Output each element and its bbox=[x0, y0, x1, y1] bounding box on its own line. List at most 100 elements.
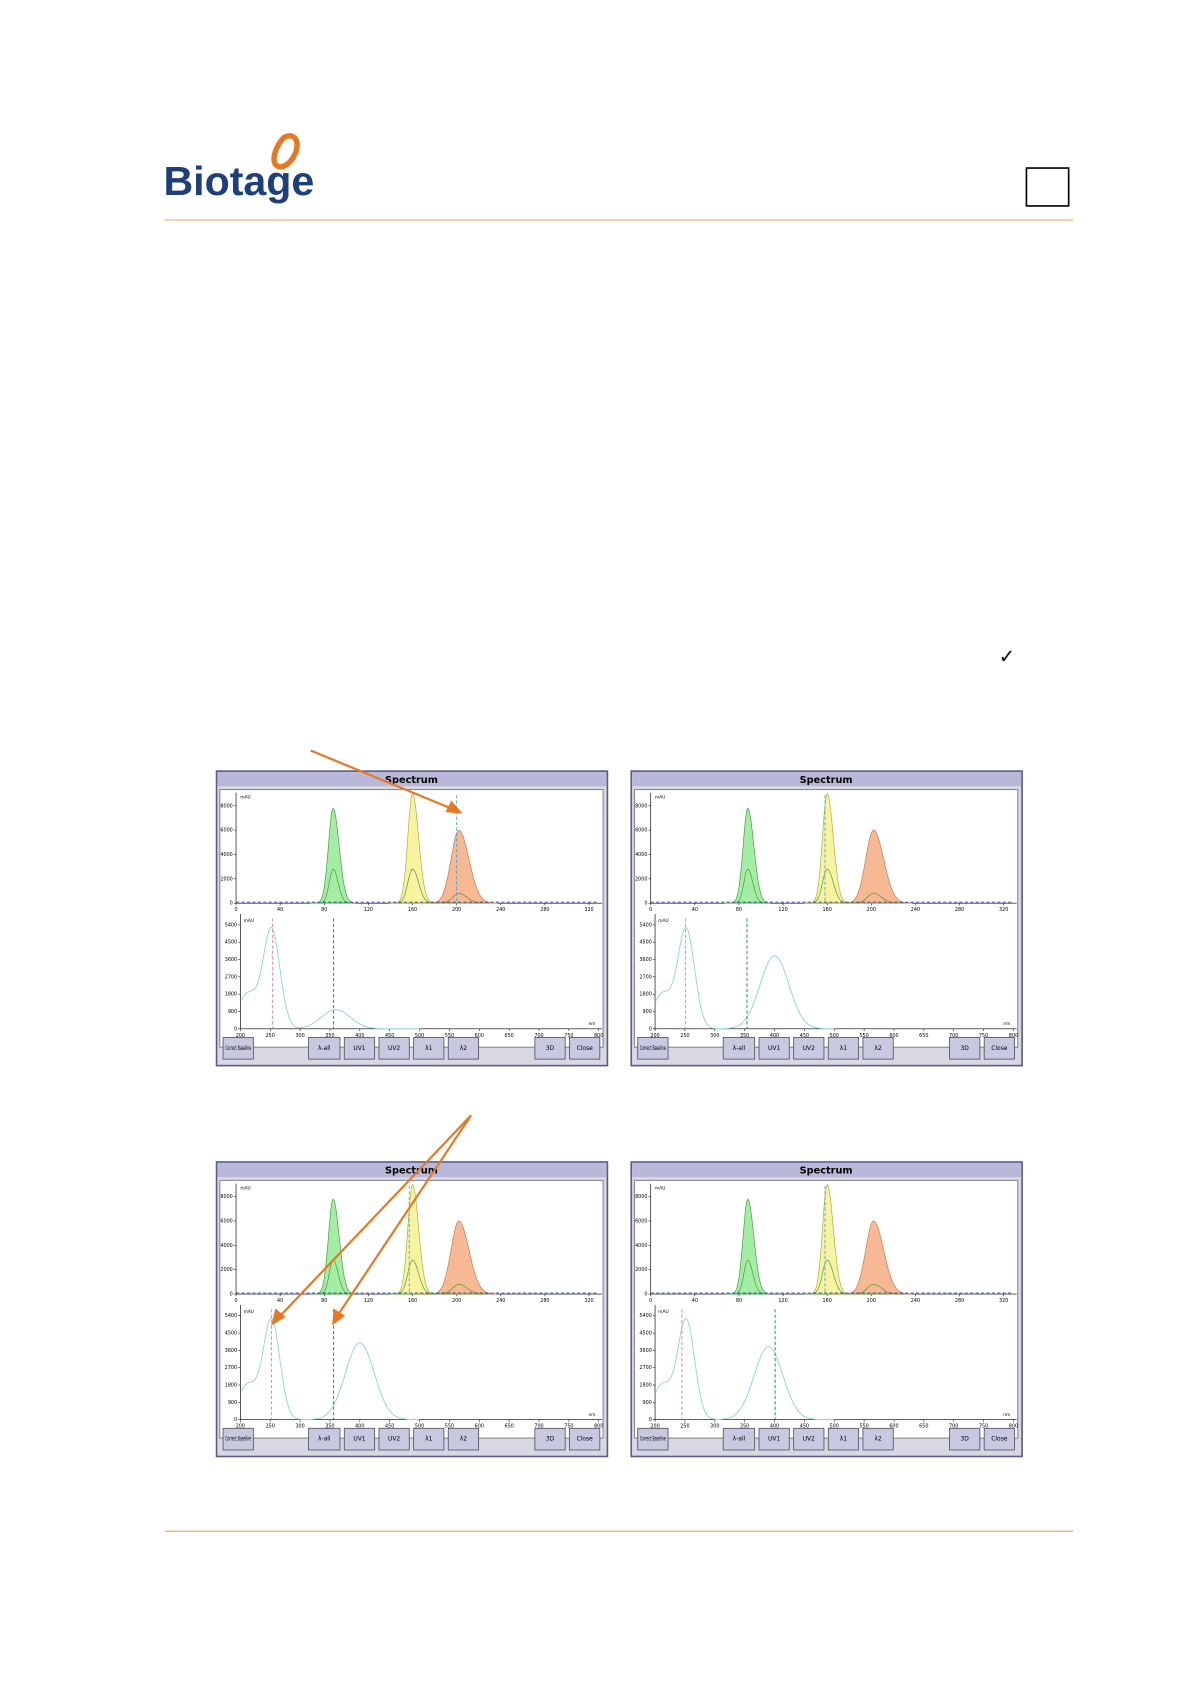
button[interactable] bbox=[722, 1427, 756, 1451]
x-tick-label: 600 bbox=[475, 1033, 484, 1039]
button[interactable] bbox=[827, 1427, 860, 1451]
y-tick-label: 2000 bbox=[635, 876, 647, 882]
button-label: λ1 bbox=[425, 1436, 433, 1443]
x-tick-label: 160 bbox=[823, 1298, 832, 1304]
y-tick-label: 0 bbox=[234, 1026, 237, 1032]
button[interactable] bbox=[758, 1427, 790, 1451]
x-tick-label: 280 bbox=[540, 907, 549, 913]
x-tick-label: 650 bbox=[505, 1033, 514, 1039]
button[interactable] bbox=[862, 1427, 894, 1451]
button[interactable] bbox=[308, 1037, 341, 1060]
button[interactable] bbox=[637, 1037, 669, 1060]
y-tick-label: 0 bbox=[649, 1417, 652, 1423]
x-tick-label: 700 bbox=[949, 1033, 958, 1039]
peak bbox=[428, 1284, 490, 1295]
button[interactable] bbox=[569, 1427, 601, 1451]
button-label: UV2 bbox=[388, 1436, 400, 1443]
y-tick-label: 900 bbox=[643, 1400, 652, 1406]
x-tick-label: 240 bbox=[496, 907, 505, 913]
y-tick-label: 3600 bbox=[639, 1348, 651, 1354]
x-tick-label: 600 bbox=[889, 1033, 898, 1039]
y-tick-label: 2000 bbox=[635, 1267, 647, 1273]
button-label: UV1 bbox=[353, 1045, 365, 1052]
x-tick-label: 250 bbox=[266, 1424, 275, 1430]
y-tick-label: 4500 bbox=[225, 940, 237, 946]
button[interactable] bbox=[447, 1427, 479, 1451]
button[interactable] bbox=[793, 1037, 825, 1060]
button[interactable] bbox=[534, 1427, 566, 1451]
x-tick-label: 80 bbox=[736, 1298, 742, 1304]
peak bbox=[389, 1183, 436, 1295]
x-tick-label: 300 bbox=[295, 1033, 304, 1039]
x-tick-label: 350 bbox=[740, 1424, 749, 1430]
logo-mark bbox=[271, 133, 300, 170]
y-tick-label: 2700 bbox=[225, 1365, 237, 1371]
x-tick-label: 200 bbox=[867, 907, 876, 913]
peak bbox=[728, 1259, 768, 1295]
x-tick-label: 350 bbox=[325, 1424, 334, 1430]
x-tick-label: 750 bbox=[979, 1424, 988, 1430]
button[interactable] bbox=[413, 1427, 445, 1451]
title-bar bbox=[632, 772, 1022, 787]
peak bbox=[842, 1284, 905, 1295]
x-tick-label: 800 bbox=[1009, 1424, 1018, 1430]
y-tick-label: 3600 bbox=[225, 1348, 237, 1354]
arrow-head bbox=[332, 1308, 346, 1326]
button[interactable] bbox=[534, 1037, 566, 1060]
peak bbox=[842, 893, 905, 904]
button[interactable] bbox=[378, 1427, 410, 1451]
plot-area bbox=[219, 788, 604, 1048]
button[interactable] bbox=[722, 1037, 756, 1060]
y-tick-label: 5400 bbox=[225, 1313, 237, 1319]
button[interactable] bbox=[758, 1037, 790, 1060]
button[interactable] bbox=[343, 1427, 376, 1451]
button[interactable] bbox=[983, 1427, 1015, 1451]
unit-label: mAU bbox=[655, 795, 665, 801]
y-tick-label: 6000 bbox=[635, 828, 647, 834]
x-tick-label: 450 bbox=[385, 1424, 394, 1430]
y-tick-label: 4500 bbox=[225, 1331, 237, 1337]
title-bar bbox=[217, 1163, 607, 1178]
y-tick-label: 0 bbox=[234, 1417, 237, 1423]
x-tick-label: 800 bbox=[594, 1033, 603, 1039]
peak bbox=[428, 893, 490, 904]
button[interactable] bbox=[343, 1037, 376, 1060]
button[interactable] bbox=[308, 1427, 341, 1451]
button[interactable] bbox=[793, 1427, 825, 1451]
x-tick-label: 450 bbox=[800, 1424, 809, 1430]
button[interactable] bbox=[827, 1037, 860, 1060]
y-tick-label: 2700 bbox=[225, 974, 237, 980]
button[interactable] bbox=[862, 1037, 894, 1060]
unit-label: nm bbox=[589, 1022, 596, 1027]
x-tick-label: 350 bbox=[325, 1033, 334, 1039]
y-tick-label: 4500 bbox=[639, 940, 651, 946]
logo-text: Biotage bbox=[163, 158, 314, 204]
button[interactable] bbox=[637, 1427, 669, 1451]
x-tick-label: 120 bbox=[778, 907, 787, 913]
button[interactable] bbox=[447, 1037, 479, 1060]
y-tick-label: 2700 bbox=[639, 974, 651, 980]
x-tick-label: 800 bbox=[1009, 1033, 1018, 1039]
y-tick-label: 3600 bbox=[639, 957, 651, 963]
x-tick-label: 0 bbox=[649, 1298, 652, 1304]
button[interactable] bbox=[983, 1037, 1015, 1060]
button[interactable] bbox=[949, 1427, 981, 1451]
button[interactable] bbox=[222, 1037, 254, 1060]
button[interactable] bbox=[378, 1037, 410, 1060]
button-label: λ-all bbox=[318, 1045, 331, 1052]
y-tick-label: 1800 bbox=[225, 1383, 237, 1389]
peak bbox=[309, 1198, 357, 1295]
arrows bbox=[271, 749, 472, 1326]
peak bbox=[804, 868, 851, 904]
button[interactable] bbox=[569, 1037, 601, 1060]
y-tick-label: 1800 bbox=[225, 992, 237, 998]
button[interactable] bbox=[949, 1037, 981, 1060]
button[interactable] bbox=[222, 1427, 254, 1451]
x-tick-label: 500 bbox=[415, 1033, 424, 1039]
unit-label: mAU bbox=[244, 1309, 254, 1315]
button-label: Correct Baseline bbox=[640, 1045, 666, 1052]
x-tick-label: 80 bbox=[321, 907, 327, 913]
button[interactable] bbox=[413, 1037, 445, 1060]
